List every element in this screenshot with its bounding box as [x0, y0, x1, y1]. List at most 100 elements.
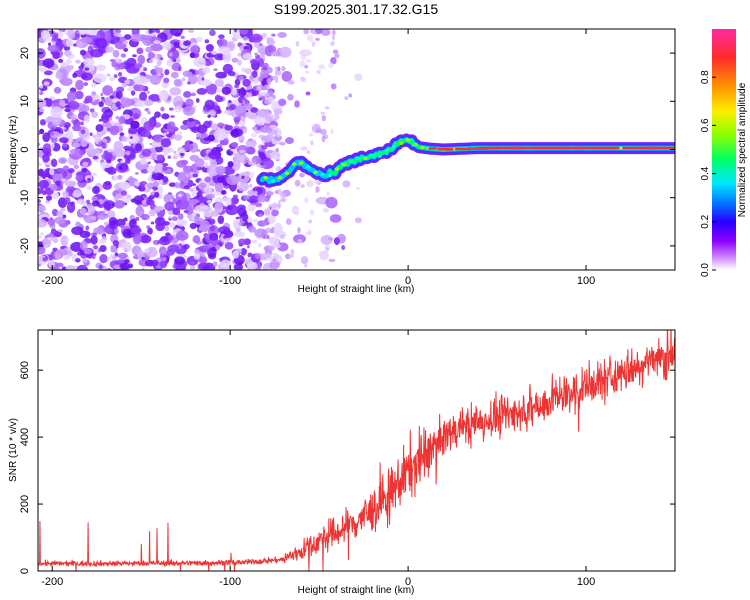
spectrogram-x-tick-label: -100	[219, 275, 241, 287]
spectrogram-noise-blob	[72, 142, 81, 148]
spectrogram-noise-blob	[239, 149, 246, 153]
spectrogram-noise-blob	[264, 98, 272, 106]
spectrogram-ridge-peak	[391, 145, 397, 149]
spectrogram-y-label: Frequency (Hz)	[8, 116, 19, 185]
spectrogram-noise-blob	[192, 235, 201, 244]
spectrogram-noise-blob	[325, 247, 330, 252]
spectrogram-noise-blob	[159, 57, 164, 61]
spectrogram-noise-blob	[75, 258, 81, 263]
spectrogram-noise-blob	[329, 214, 342, 223]
spectrogram-noise-blob	[96, 213, 107, 220]
spectrogram-ridge-peak	[398, 141, 404, 145]
spectrogram-noise-blob	[259, 70, 270, 79]
spectrogram-noise-blob	[80, 240, 88, 251]
spectrogram-noise-blob	[208, 150, 222, 160]
spectrogram-noise-blob	[237, 204, 246, 211]
spectrogram-noise-blob	[118, 181, 131, 190]
spectrogram-ridge-peak	[413, 142, 418, 147]
spectrogram-noise-blob	[174, 134, 183, 141]
spectrogram-noise-blob	[321, 135, 326, 143]
spectrogram-noise-blob	[258, 213, 263, 217]
spectrogram-noise-blob	[115, 63, 122, 68]
spectrogram-noise-blob	[274, 69, 282, 76]
spectrogram-noise-blob	[113, 140, 124, 152]
spectrogram-noise-blob	[318, 64, 325, 70]
spectrogram-noise-blob	[115, 90, 123, 100]
spectrogram-noise-blob	[148, 209, 156, 217]
spectrogram-noise-blob	[121, 136, 128, 143]
snr-y-label: SNR (10 * v/v)	[8, 418, 19, 482]
spectrogram-noise-blob	[273, 222, 283, 235]
spectrogram-noise-blob	[120, 225, 124, 229]
spectrogram-noise-blob	[140, 129, 152, 138]
spectrogram-noise-blob	[167, 49, 180, 60]
spectrogram-noise-blob	[234, 105, 247, 116]
spectrogram-noise-blob	[175, 199, 190, 210]
spectrogram-noise-blob	[121, 190, 128, 196]
spectrogram-noise-blob	[134, 84, 146, 92]
spectrogram-noise-blob	[239, 217, 244, 223]
spectrogram-noise-blob	[168, 52, 173, 57]
spectrogram-noise-blob	[203, 265, 211, 270]
spectrogram-noise-blob	[154, 191, 160, 198]
spectrogram-noise-blob	[327, 237, 334, 241]
spectrogram-noise-blob	[137, 54, 146, 65]
spectrogram-noise-blob	[70, 201, 75, 206]
spectrogram-noise-blob	[160, 72, 164, 78]
spectrogram-noise-blob	[269, 236, 277, 243]
spectrogram-noise-blob	[168, 215, 173, 219]
spectrogram-noise-blob	[330, 41, 335, 46]
spectrogram-noise-blob	[119, 262, 131, 270]
spectrogram-noise-blob	[164, 69, 170, 76]
spectrogram-noise-blob	[214, 53, 226, 61]
spectrogram-noise-blob	[169, 221, 176, 229]
spectrogram-noise-blob	[52, 173, 64, 181]
spectrogram-noise-blob	[215, 165, 226, 175]
spectrogram-noise-blob	[115, 29, 122, 34]
spectrogram-noise-blob	[45, 200, 51, 204]
spectrogram-x-label: Height of straight line (km)	[298, 284, 415, 295]
spectrogram-noise-blob	[257, 242, 262, 248]
spectrogram-noise-blob	[240, 115, 245, 120]
spectrogram-noise-blob	[101, 130, 107, 135]
spectrogram-x-tick-label: -200	[41, 275, 63, 287]
spectrogram-noise-blob	[241, 175, 245, 179]
spectrogram-noise-blob	[117, 252, 128, 260]
spectrogram-noise-blob	[136, 47, 144, 55]
spectrogram-noise-blob	[189, 68, 194, 73]
spectrogram-noise-blob	[224, 124, 234, 131]
spectrogram-noise-blob	[159, 179, 164, 185]
spectrogram-x-ticks: -200 -100 0 100	[41, 29, 595, 287]
spectrogram-noise-blob	[322, 208, 330, 213]
spectrogram-noise-blob	[274, 207, 280, 211]
figure-title: S199.2025.301.17.32.G15	[274, 1, 438, 17]
spectrogram-noise-blob	[268, 127, 273, 133]
spectrogram-noise-blob	[129, 136, 133, 139]
spectrogram-noise-blob	[332, 29, 336, 36]
spectrogram-noise-blob	[169, 29, 183, 37]
spectrogram-noise-blob	[87, 178, 91, 182]
spectrogram-noise-blob	[51, 266, 61, 270]
spectrogram-noise-blob	[173, 41, 181, 49]
spectrogram-noise-blob	[96, 152, 102, 157]
spectrogram-noise-blob	[185, 173, 190, 178]
spectrogram-noise-blob	[257, 93, 263, 98]
spectrogram-noise-blob	[103, 201, 112, 211]
spectrogram-noise-blob	[103, 209, 107, 213]
spectrogram-noise-blob	[47, 45, 60, 52]
spectrogram-noise-blob	[275, 148, 280, 153]
spectrogram-noise-blob	[120, 97, 126, 102]
spectrogram-noise-blob	[231, 201, 237, 205]
spectrogram-noise-blob	[208, 109, 216, 117]
spectrogram-noise-blob	[265, 227, 271, 233]
spectrogram-noise-blob	[226, 174, 240, 186]
spectrogram-noise-blob	[249, 58, 259, 65]
spectrogram-noise-blob	[208, 232, 219, 241]
spectrogram-noise-blob	[80, 72, 93, 81]
spectrogram-noise-blob	[189, 218, 194, 222]
spectrogram-noise-blob	[295, 40, 300, 47]
spectrogram-noise-blob	[80, 129, 86, 135]
spectrogram-noise-blob	[154, 111, 161, 118]
spectrogram-noise-blob	[306, 150, 311, 154]
spectrogram-noise-blob	[64, 180, 77, 187]
